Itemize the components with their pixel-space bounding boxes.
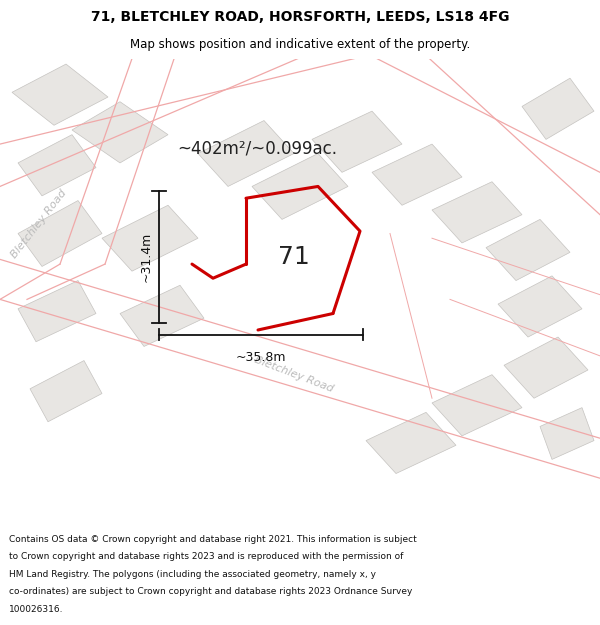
Polygon shape bbox=[198, 121, 294, 186]
Text: Map shows position and indicative extent of the property.: Map shows position and indicative extent… bbox=[130, 38, 470, 51]
Polygon shape bbox=[18, 281, 96, 342]
Text: 71: 71 bbox=[278, 245, 310, 269]
Polygon shape bbox=[432, 375, 522, 436]
Text: ~35.8m: ~35.8m bbox=[236, 351, 286, 364]
Text: ~31.4m: ~31.4m bbox=[139, 232, 152, 282]
Text: co-ordinates) are subject to Crown copyright and database rights 2023 Ordnance S: co-ordinates) are subject to Crown copyr… bbox=[9, 588, 412, 596]
Polygon shape bbox=[18, 201, 102, 266]
Text: 71, BLETCHLEY ROAD, HORSFORTH, LEEDS, LS18 4FG: 71, BLETCHLEY ROAD, HORSFORTH, LEEDS, LS… bbox=[91, 9, 509, 24]
Polygon shape bbox=[498, 276, 582, 337]
Text: 100026316.: 100026316. bbox=[9, 605, 64, 614]
Polygon shape bbox=[102, 205, 198, 271]
Polygon shape bbox=[312, 111, 402, 173]
Polygon shape bbox=[522, 78, 594, 139]
Text: HM Land Registry. The polygons (including the associated geometry, namely x, y: HM Land Registry. The polygons (includin… bbox=[9, 570, 376, 579]
Polygon shape bbox=[432, 182, 522, 243]
Text: Bletchley Road: Bletchley Road bbox=[9, 188, 69, 260]
Polygon shape bbox=[72, 102, 168, 163]
Polygon shape bbox=[12, 64, 108, 125]
Polygon shape bbox=[486, 219, 570, 281]
Polygon shape bbox=[120, 285, 204, 346]
Text: ~402m²/~0.099ac.: ~402m²/~0.099ac. bbox=[177, 140, 337, 158]
Text: Contains OS data © Crown copyright and database right 2021. This information is : Contains OS data © Crown copyright and d… bbox=[9, 535, 417, 544]
Text: Bletchley Road: Bletchley Road bbox=[253, 355, 335, 394]
Polygon shape bbox=[30, 361, 102, 422]
Polygon shape bbox=[252, 154, 348, 219]
Polygon shape bbox=[372, 144, 462, 205]
Text: to Crown copyright and database rights 2023 and is reproduced with the permissio: to Crown copyright and database rights 2… bbox=[9, 552, 403, 561]
Polygon shape bbox=[18, 134, 96, 196]
Polygon shape bbox=[540, 408, 594, 459]
Polygon shape bbox=[504, 337, 588, 398]
Polygon shape bbox=[366, 412, 456, 474]
